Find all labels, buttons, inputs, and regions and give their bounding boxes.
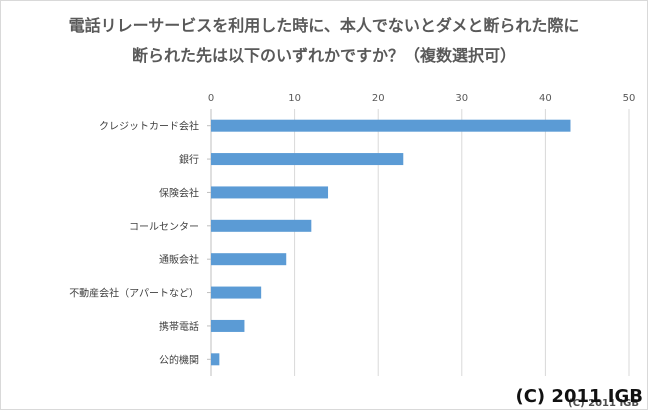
copyright-watermark-small: (C) 2011 IGB bbox=[568, 398, 639, 409]
category-label-7: 携帯電話 bbox=[159, 320, 199, 333]
category-label-8: 公的機関 bbox=[159, 353, 199, 366]
category-label-5: 通販会社 bbox=[159, 253, 199, 266]
bar-8 bbox=[211, 353, 220, 366]
bar-3 bbox=[211, 186, 329, 199]
bar-1 bbox=[211, 119, 571, 132]
category-label-6: 不動産会社（アパートなど） bbox=[69, 287, 199, 300]
bar-4 bbox=[211, 219, 312, 232]
category-label-2: 銀行 bbox=[179, 153, 199, 166]
bar-7 bbox=[211, 319, 245, 332]
category-label-1: クレジットカード会社 bbox=[99, 120, 199, 133]
x-tick-label-10: 10 bbox=[288, 93, 301, 104]
bar-2 bbox=[211, 153, 404, 166]
chart-title-line-2: 断られた先は以下のいずれかですか？（複数選択可） bbox=[131, 46, 516, 65]
x-tick-label-40: 40 bbox=[539, 93, 552, 104]
copyright-label: (C) 2011 IGB bbox=[515, 386, 644, 407]
category-label-3: 保険会社 bbox=[159, 186, 199, 199]
chart-title-line-1: 電話リレーサービスを利用した時に、本人でないとダメと断られた際に bbox=[68, 16, 580, 35]
bar-5 bbox=[211, 253, 287, 266]
category-label-4: コールセンター bbox=[129, 221, 199, 233]
x-tick-label-50: 50 bbox=[623, 93, 636, 104]
x-tick-label-0: 0 bbox=[208, 93, 214, 104]
x-tick-label-30: 30 bbox=[455, 93, 468, 104]
bar-6 bbox=[211, 286, 262, 299]
x-tick-label-20: 20 bbox=[372, 93, 385, 104]
chart-title: 電話リレーサービスを利用した時に、本人でないとダメと断られた際に 断られた先は以… bbox=[1, 11, 647, 71]
